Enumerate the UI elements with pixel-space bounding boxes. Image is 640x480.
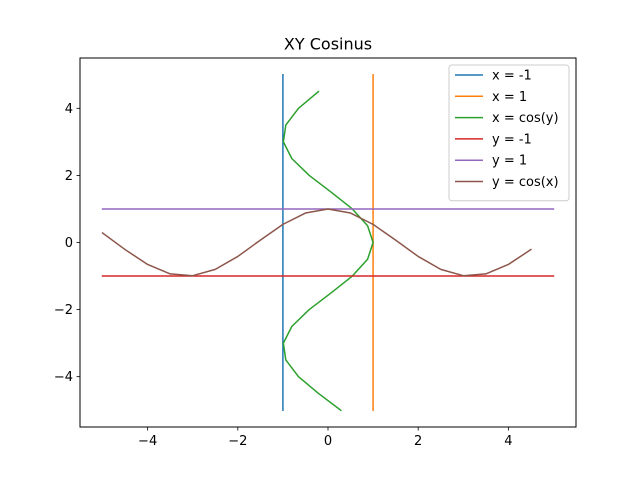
x-tick-label: 2 [414, 434, 422, 449]
series-layer [101, 74, 555, 412]
y-tick-label: 2 [65, 169, 73, 184]
y-tick-label: −4 [54, 370, 73, 385]
legend-label-x-1: x = -1 [492, 69, 532, 84]
y-tick-label: 4 [65, 102, 73, 117]
series-line-y-cos-x [101, 208, 532, 277]
legend-label-x-cos-y: x = cos(y) [492, 111, 559, 126]
x-tick-label: −2 [228, 434, 247, 449]
x-tick-label: −4 [138, 434, 157, 449]
legend-box [448, 64, 570, 202]
y-tick-label: −2 [54, 303, 73, 318]
legend-label-x-1: x = 1 [492, 90, 527, 105]
x-tick-label: 4 [504, 434, 512, 449]
chart-title: XY Cosinus [284, 35, 372, 54]
x-tick-label: 0 [324, 434, 332, 449]
legend-label-y-1: y = -1 [492, 132, 532, 147]
x-axis: −4 −2 0 2 4 [138, 427, 513, 449]
legend-label-y-cos-x: y = cos(x) [492, 175, 559, 190]
legend-label-y-1: y = 1 [492, 154, 527, 169]
legend: x = -1 x = 1 x = cos(y) y = -1 y = 1 y = cos(… [448, 64, 570, 202]
y-tick-label: 0 [65, 236, 73, 251]
series-line-x-cos-y [282, 90, 374, 412]
y-axis: −4 −2 0 2 4 [54, 102, 80, 385]
